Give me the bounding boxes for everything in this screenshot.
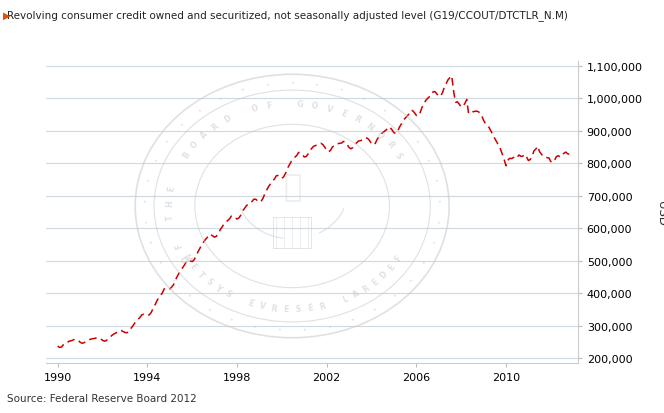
Text: ★: ★ (303, 328, 307, 332)
Text: ★: ★ (172, 278, 175, 282)
Text: ★: ★ (149, 241, 153, 244)
Text: R: R (384, 140, 395, 150)
Text: ★: ★ (230, 317, 233, 321)
Text: ★: ★ (253, 324, 257, 328)
Text: B: B (181, 150, 191, 160)
Text: ★: ★ (401, 123, 405, 127)
Text: ★: ★ (315, 83, 319, 87)
Text: E: E (167, 185, 177, 192)
Text: ★: ★ (383, 108, 386, 112)
Text: Source: Federal Reserve Board 2012: Source: Federal Reserve Board 2012 (7, 393, 197, 403)
Text: O: O (374, 130, 386, 140)
Text: O: O (311, 101, 319, 111)
Text: O: O (189, 140, 200, 150)
Text: E: E (246, 298, 254, 308)
Text: ★: ★ (143, 199, 147, 203)
Text: L: L (341, 294, 349, 304)
Text: E: E (339, 108, 347, 119)
Text: ★: ★ (241, 88, 245, 92)
Text: H: H (165, 199, 175, 206)
Text: ★: ★ (266, 83, 269, 87)
Text: F: F (393, 253, 404, 262)
Text: N: N (364, 121, 374, 132)
Text: ★: ★ (392, 294, 396, 298)
Text: R: R (319, 301, 326, 311)
Text: 🦅: 🦅 (283, 172, 301, 201)
Text: ★: ★ (153, 159, 157, 162)
Text: ★: ★ (363, 97, 366, 101)
Text: ★: ★ (144, 220, 147, 224)
Text: ★: ★ (409, 278, 412, 282)
Text: Revolving consumer credit owned and securitized, not seasonally adjusted level (: Revolving consumer credit owned and secu… (7, 10, 568, 21)
Text: ★: ★ (290, 81, 294, 85)
Text: R: R (210, 121, 220, 132)
Text: F: F (173, 241, 184, 249)
Text: S: S (393, 151, 404, 160)
Text: E: E (284, 304, 289, 313)
Text: ★: ★ (416, 140, 420, 144)
Text: S: S (295, 304, 301, 313)
Text: R: R (361, 283, 371, 294)
Text: ★: ★ (327, 324, 331, 328)
Text: A: A (199, 130, 210, 140)
Y-axis label: USD: USD (655, 200, 664, 225)
Text: E: E (187, 261, 198, 271)
Text: T: T (195, 269, 206, 279)
Text: D: D (222, 114, 233, 125)
Text: E: E (386, 261, 397, 271)
Text: V: V (258, 301, 266, 311)
Text: ★: ★ (373, 307, 376, 311)
Text: ★: ★ (188, 294, 192, 298)
Text: ★: ★ (432, 241, 435, 244)
Text: ★: ★ (351, 317, 355, 321)
Text: M: M (181, 252, 192, 263)
Text: R: R (352, 114, 361, 125)
Text: Y: Y (213, 283, 223, 293)
Text: ★: ★ (198, 108, 201, 112)
Text: S: S (204, 277, 214, 287)
Text: ★: ★ (437, 220, 440, 224)
Text: ★: ★ (339, 88, 343, 92)
Text: ★: ★ (278, 328, 282, 332)
Text: ★: ★ (165, 140, 169, 144)
Text: E: E (307, 303, 313, 313)
Text: ★: ★ (208, 307, 211, 311)
Text: ★: ★ (218, 97, 222, 101)
Text: O: O (181, 253, 192, 263)
Text: V: V (325, 104, 333, 114)
Text: ★: ★ (427, 159, 431, 162)
Text: T: T (165, 214, 175, 221)
Text: D: D (378, 269, 389, 280)
Text: F: F (266, 101, 273, 111)
Text: ★: ★ (422, 260, 426, 264)
Text: G: G (296, 100, 303, 109)
Text: ★: ★ (434, 178, 438, 183)
Text: ★: ★ (179, 123, 183, 127)
Text: S: S (224, 289, 233, 299)
Text: O: O (250, 104, 260, 114)
Text: A: A (351, 289, 361, 299)
Text: ▶: ▶ (3, 10, 11, 20)
Text: ★: ★ (438, 199, 442, 203)
Text: ★: ★ (146, 178, 150, 183)
Text: ★: ★ (159, 260, 162, 264)
Text: E: E (371, 277, 380, 287)
Text: R: R (270, 303, 278, 313)
